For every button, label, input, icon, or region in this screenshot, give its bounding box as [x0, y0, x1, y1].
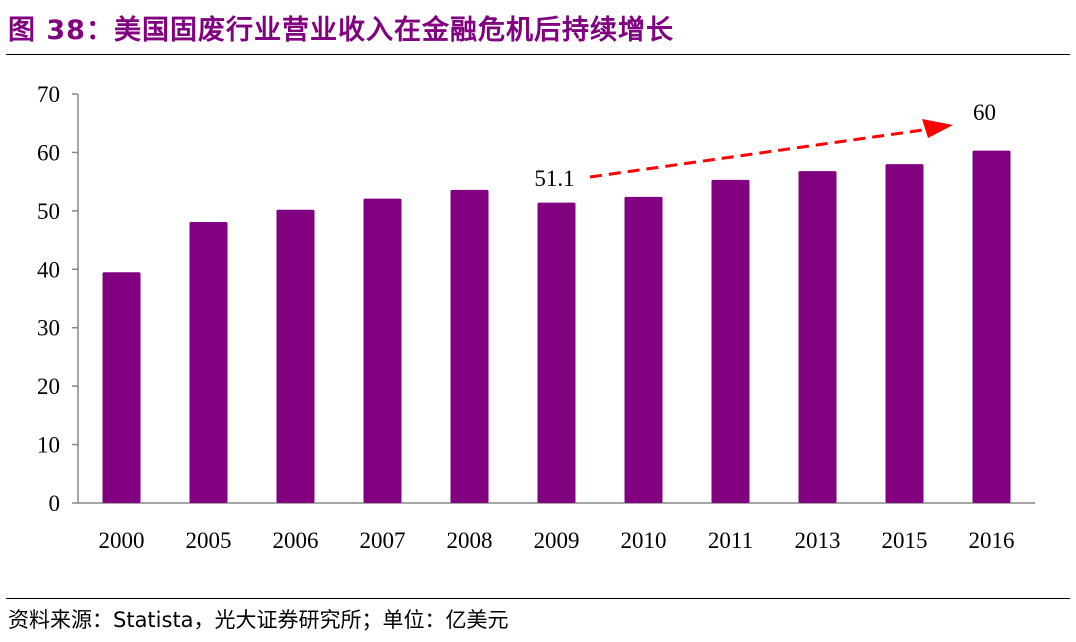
- x-tick-label: 2000: [99, 528, 145, 553]
- bar-2007: [363, 198, 402, 503]
- x-tick-label: 2008: [447, 528, 493, 553]
- figure-title: 图 38：美国固废行业营业收入在金融危机后持续增长: [8, 15, 674, 46]
- bar-2000: [102, 272, 141, 503]
- bar-2009: [537, 202, 576, 504]
- x-tick-label: 2009: [534, 528, 580, 553]
- y-tick-label: 20: [37, 374, 60, 399]
- x-tick-label: 2013: [795, 528, 841, 553]
- x-tick-label: 2010: [621, 528, 667, 553]
- y-tick-label: 40: [37, 257, 60, 282]
- x-tick-label: 2016: [969, 528, 1015, 553]
- y-tick-label: 10: [37, 433, 60, 458]
- bar-2015: [885, 164, 924, 503]
- bar-2005: [189, 221, 228, 504]
- bar-2011: [711, 179, 750, 503]
- trend-arrow-head: [922, 119, 953, 138]
- x-tick-label: 2011: [708, 528, 753, 553]
- bar-2013: [798, 171, 837, 503]
- x-tick-label: 2005: [186, 528, 232, 553]
- bar-2016: [972, 150, 1011, 503]
- title-divider: [6, 54, 1070, 55]
- source-note: 资料来源：Statista，光大证券研究所；单位：亿美元: [8, 608, 509, 632]
- bar-2010: [624, 196, 663, 503]
- x-tick-label: 2015: [882, 528, 928, 553]
- y-tick-label: 70: [37, 82, 60, 107]
- y-tick-label: 60: [37, 140, 60, 165]
- source-divider: [6, 598, 1070, 599]
- bar-2006: [276, 209, 315, 503]
- y-tick-label: 50: [37, 199, 60, 224]
- trend-arrow-line: [589, 127, 931, 179]
- y-tick-label: 0: [49, 491, 61, 516]
- y-tick-label: 30: [37, 316, 60, 341]
- bar-chart: 0 10 20 30 40 50 60 70 2000 2005 2006 2007 2008 2009 2…: [37, 82, 1035, 553]
- x-tick-label: 2006: [273, 528, 319, 553]
- x-tick-label: 2007: [360, 528, 406, 553]
- annotation-label: 60: [973, 100, 996, 125]
- bar-2008: [450, 189, 489, 503]
- annotation-label: 51.1: [534, 166, 574, 191]
